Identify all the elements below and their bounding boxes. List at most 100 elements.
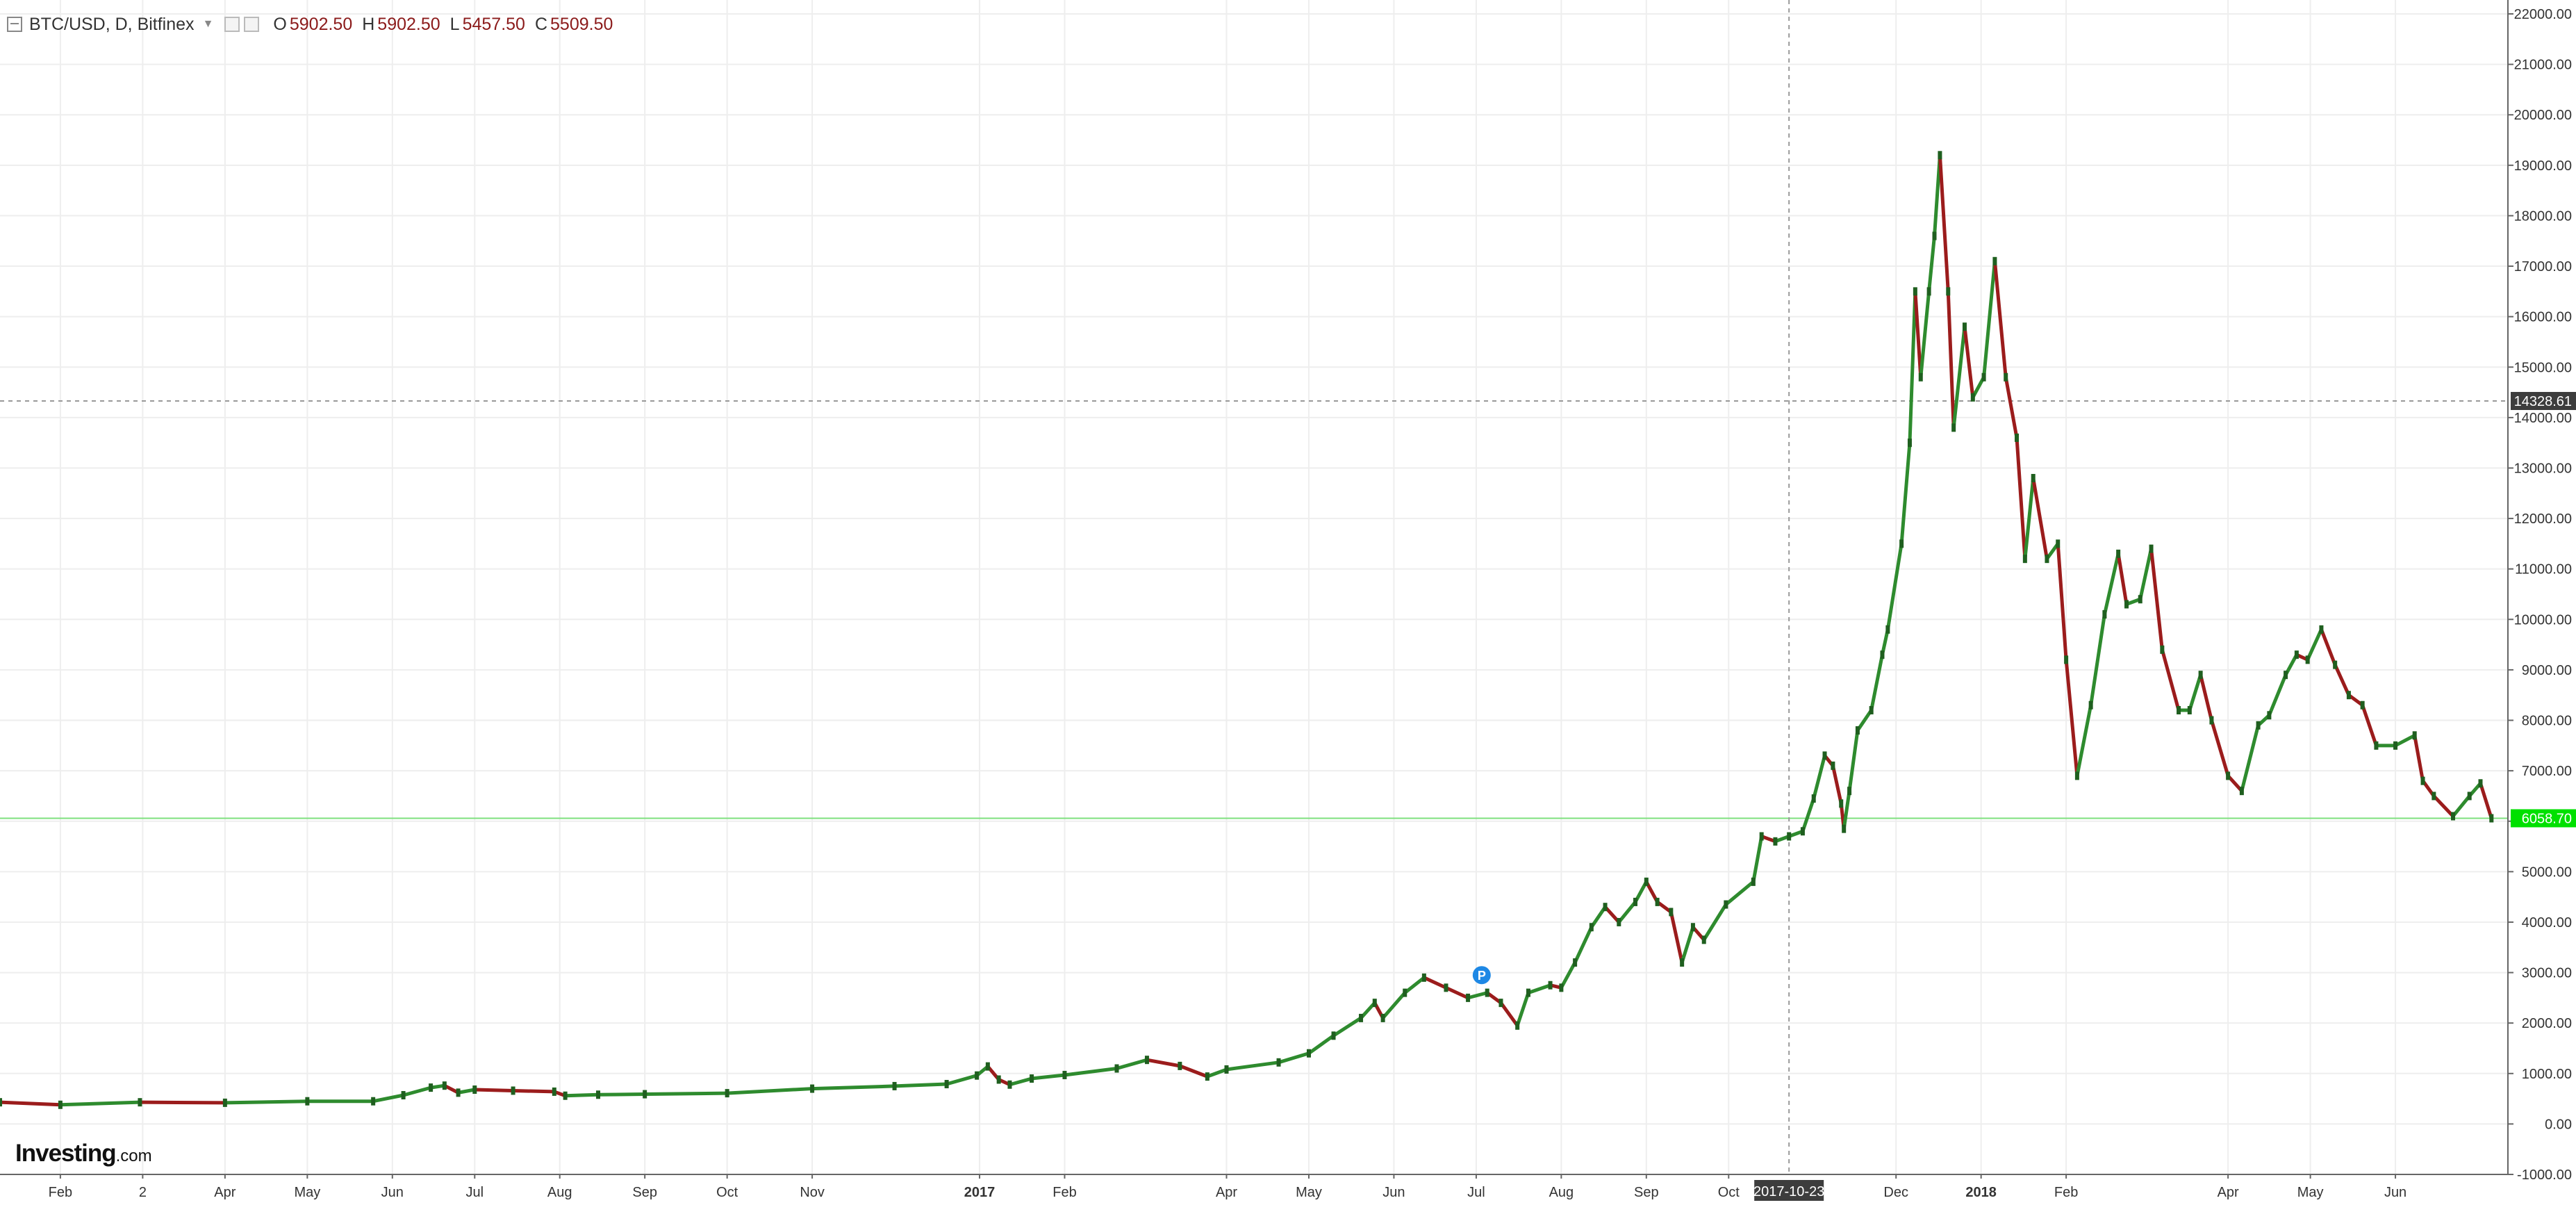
data-point xyxy=(1030,1074,1034,1083)
price-segment xyxy=(1946,289,1956,429)
data-point xyxy=(1680,958,1685,967)
price-segment xyxy=(1919,289,1931,379)
price-segment xyxy=(1656,900,1673,914)
data-point xyxy=(472,1085,477,1095)
price-segment xyxy=(810,1084,897,1091)
price-segment xyxy=(1938,153,1950,293)
data-point xyxy=(563,1091,568,1100)
price-segment xyxy=(2479,781,2493,820)
time-tick-label: Jun xyxy=(2384,1185,2406,1200)
price-segment xyxy=(1787,829,1805,839)
price-segment xyxy=(371,1093,406,1104)
data-point xyxy=(1946,287,1951,296)
symbol-title[interactable]: BTC/USD, D, Bitfinex xyxy=(29,14,195,34)
price-segment xyxy=(1724,880,1756,907)
price-tick-label: 20000.00 xyxy=(2514,108,2572,123)
time-tick-label: 2018 xyxy=(1965,1185,1997,1200)
price-tick-label: 9000.00 xyxy=(2522,663,2572,678)
price-segment xyxy=(1847,728,1860,793)
price-segment xyxy=(893,1082,949,1088)
crosshair-price-label: 14328.61 xyxy=(2514,394,2572,409)
price-segment xyxy=(1444,985,1470,1000)
data-point xyxy=(1178,1061,1182,1070)
data-point xyxy=(2056,539,2061,548)
last-price-label: 6058.70 xyxy=(2522,811,2572,826)
last-price-tag xyxy=(2511,809,2576,828)
low-label: L xyxy=(449,14,460,34)
ohlc-open: O 5902.50 xyxy=(273,15,352,35)
data-point xyxy=(944,1080,949,1089)
time-tick-label: Nov xyxy=(800,1185,825,1200)
data-point xyxy=(1951,423,1956,432)
price-segment xyxy=(2089,612,2106,707)
price-segment xyxy=(2124,597,2142,607)
price-tick-label: 0.00 xyxy=(2545,1117,2572,1132)
time-tick-label: Dec xyxy=(1883,1185,1908,1200)
data-point xyxy=(1690,923,1695,932)
price-segment xyxy=(2306,628,2323,662)
data-point xyxy=(1380,1013,1385,1022)
price-segment xyxy=(2319,628,2337,667)
data-point xyxy=(1359,1013,1364,1022)
data-point xyxy=(1759,832,1764,841)
data-point xyxy=(2294,650,2299,659)
close-label: C xyxy=(534,14,548,34)
data-point xyxy=(1885,625,1890,634)
data-point xyxy=(1444,983,1448,992)
data-point xyxy=(1842,824,1847,833)
price-segment xyxy=(2056,541,2068,662)
data-point xyxy=(1839,799,1844,808)
time-tick-label: Apr xyxy=(1216,1185,1237,1200)
price-segment xyxy=(223,1099,309,1105)
price-segment xyxy=(1669,910,1684,965)
data-point xyxy=(58,1100,63,1109)
time-axis: Feb 2 Apr May Jun Jul Aug Sep Oct Nov 2017 Feb Apr Ma… xyxy=(0,1174,2508,1200)
data-point xyxy=(1205,1072,1209,1081)
price-axis: 22000.00 21000.00 20000.00 19000.00 18000.00… xyxy=(2507,0,2572,1183)
price-segment xyxy=(2333,663,2351,697)
time-tick-label: Sep xyxy=(1634,1185,1659,1200)
high-label: H xyxy=(362,14,375,34)
settings-icon[interactable] xyxy=(224,17,240,32)
data-point xyxy=(1913,287,1917,296)
data-point xyxy=(1847,787,1852,796)
pivot-marker xyxy=(1472,966,1491,985)
chart-legend: BTC/USD, D, Bitfinex ▼ O 5902.50 H 5902.50… xyxy=(7,13,613,36)
data-point xyxy=(2177,706,2181,714)
price-segment xyxy=(1842,789,1851,831)
price-segment xyxy=(402,1085,433,1097)
hide-icon[interactable] xyxy=(244,17,260,32)
high-value: 5902.50 xyxy=(377,14,440,34)
price-segment xyxy=(2347,693,2365,707)
price-tick-label: 12000.00 xyxy=(2514,511,2572,527)
data-point xyxy=(1869,706,1874,714)
data-point xyxy=(1751,877,1756,886)
price-segment xyxy=(1908,289,1917,445)
data-point xyxy=(2160,645,2165,654)
price-segment xyxy=(1332,1016,1363,1038)
price-segment xyxy=(2075,703,2093,778)
price-segment xyxy=(1145,1058,1182,1068)
price-segment xyxy=(945,1074,979,1086)
data-point xyxy=(1617,917,1621,926)
price-segment xyxy=(138,1100,227,1105)
data-point xyxy=(2088,700,2093,710)
data-point xyxy=(1498,999,1503,1008)
chevron-down-icon[interactable]: ▼ xyxy=(202,18,214,30)
price-segment xyxy=(1573,925,1594,965)
data-point xyxy=(1938,151,1942,160)
price-segment xyxy=(1831,764,1843,805)
data-point xyxy=(2064,655,2069,664)
price-segment xyxy=(1603,905,1621,924)
crosshair-price-tag xyxy=(2511,392,2576,411)
collapse-legend-icon[interactable] xyxy=(7,17,22,32)
data-point xyxy=(2467,792,2472,801)
data-point xyxy=(1787,832,1792,841)
data-point xyxy=(1773,837,1778,846)
data-point xyxy=(2374,741,2379,750)
time-tick-label: Apr xyxy=(2218,1185,2239,1200)
data-point xyxy=(2360,700,2365,710)
open-value: 5902.50 xyxy=(289,14,353,34)
data-point xyxy=(1633,897,1638,906)
